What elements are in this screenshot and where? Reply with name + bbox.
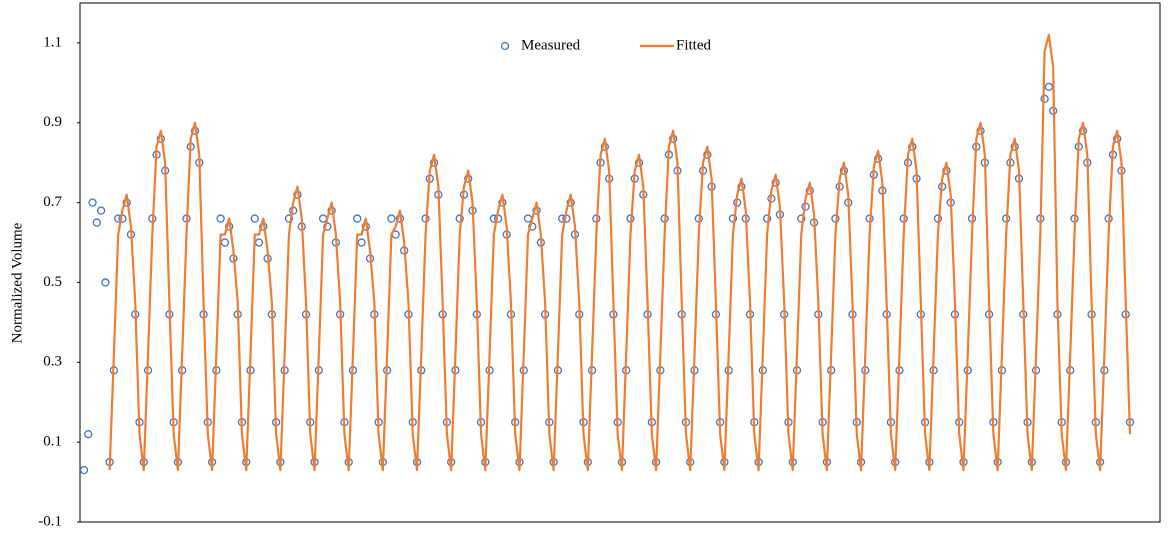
measured-point: [528, 222, 537, 231]
y-tick-label: 1.1: [43, 34, 62, 50]
measured-point: [728, 214, 738, 223]
measured-point: [523, 214, 533, 223]
y-tick-label: 0.5: [43, 274, 62, 290]
measured-point: [357, 238, 366, 247]
measured-point: [250, 214, 259, 223]
measured-point: [101, 278, 110, 287]
measured-point: [1044, 82, 1054, 91]
measured-point: [455, 214, 464, 223]
measured-point: [323, 222, 332, 231]
legend-label: Fitted: [676, 37, 712, 53]
y-tick-label: -0.1: [38, 513, 62, 529]
plot-frame: [79, 2, 1161, 523]
measured-point: [353, 214, 362, 223]
measured-point: [318, 214, 328, 223]
measured-point: [254, 238, 264, 247]
measured-point: [284, 214, 294, 223]
legend-marker: [500, 41, 510, 51]
measured-point: [84, 430, 93, 439]
measured-point: [92, 218, 101, 227]
y-tick-label: 0.1: [43, 434, 62, 450]
measured-point: [220, 238, 230, 247]
measured-point: [96, 206, 106, 215]
y-tick-label: 0.3: [43, 354, 62, 370]
fitted-line: [108, 33, 1132, 472]
y-axis-title: Normalized Volume: [9, 222, 25, 343]
measured-point: [797, 214, 806, 223]
measured-point: [216, 214, 225, 223]
measured-point: [762, 214, 772, 223]
measured-point: [88, 198, 97, 207]
measured-point: [387, 214, 396, 223]
measured-point: [79, 465, 89, 475]
y-tick-label: 0.7: [43, 194, 62, 210]
legend-label: Measured: [521, 37, 581, 53]
y-tick-label: 0.9: [43, 114, 62, 130]
